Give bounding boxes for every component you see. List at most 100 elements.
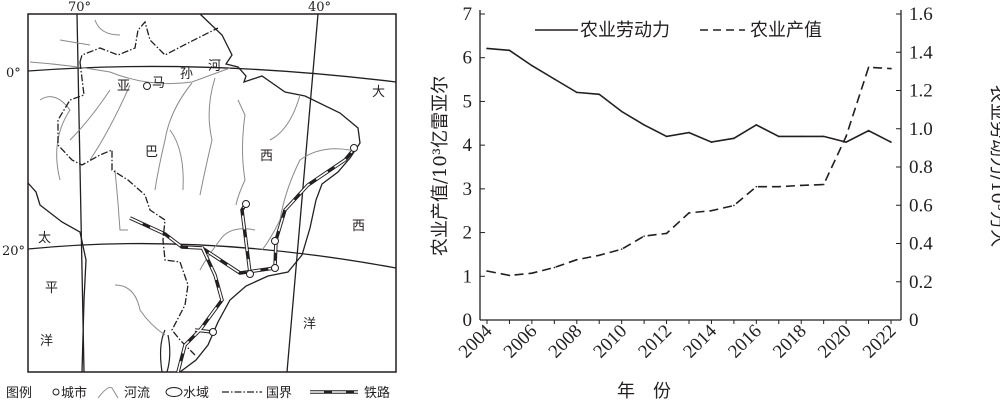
- data-point: [867, 66, 870, 69]
- y-tick-label-right: 0.2: [909, 272, 933, 293]
- legend-label-output: 农业产值: [750, 20, 822, 41]
- data-point: [890, 67, 892, 70]
- data-point: [890, 141, 892, 143]
- y-tick-label-left: 4: [463, 135, 473, 156]
- data-point: [643, 235, 645, 237]
- data-point: [486, 270, 488, 272]
- data-point: [620, 248, 623, 250]
- brazil-map: 70° 40° 0° 20° 亚 马 孙 河 巴 西 大 西 洋 太 平 洋 图…: [2, 0, 397, 401]
- x-tick-label: 2006: [500, 321, 542, 363]
- y-tick-label-left: 7: [463, 4, 473, 25]
- data-point: [508, 274, 511, 277]
- pacific-label-1: 太: [38, 231, 51, 246]
- y-tick-label-right: 1.4: [909, 42, 933, 63]
- y-tick-label-right: 1.6: [909, 4, 933, 25]
- parallel-20s: [27, 242, 397, 269]
- legend-border: 国界: [266, 386, 292, 401]
- lat-label-20: 20°: [2, 244, 25, 259]
- river-label-1: 亚: [117, 79, 130, 94]
- x-tick-label: 2010: [589, 321, 631, 363]
- y-tick-label-left: 1: [463, 266, 473, 287]
- legend-city: 城市: [61, 385, 87, 401]
- data-point: [620, 110, 623, 113]
- y-tick-label-right: 0: [909, 310, 919, 331]
- rivers: [29, 19, 351, 336]
- data-point: [531, 64, 533, 67]
- data-point: [777, 135, 780, 138]
- x-tick-label: 2016: [724, 321, 766, 363]
- river-label-4: 河: [208, 59, 221, 74]
- legend-water: 水域: [183, 386, 209, 401]
- data-point: [800, 184, 803, 187]
- river-label-2: 马: [152, 76, 165, 91]
- y-tick-label-right: 1.0: [909, 119, 933, 140]
- atlantic-label-1: 大: [372, 85, 385, 100]
- pacific-label-2: 平: [45, 281, 58, 296]
- data-point: [845, 135, 847, 138]
- data-point: [598, 254, 601, 257]
- data-point: [665, 135, 668, 138]
- data-point: [575, 258, 578, 261]
- inland-coast: [159, 329, 171, 373]
- data-point: [800, 135, 803, 138]
- data-point: [665, 232, 668, 235]
- map-legend: 图例 城市 河流 水域 国界 铁路: [6, 385, 390, 401]
- legend-river: 河流: [124, 386, 150, 401]
- x-tick-label: 2022: [859, 321, 901, 363]
- data-point: [598, 93, 601, 96]
- pacific-label-3: 洋: [40, 334, 53, 349]
- data-point: [531, 272, 533, 275]
- y-axis-title-left: 农业产值/10³亿雷亚尔: [430, 76, 451, 256]
- y-tick-label-left: 0: [463, 310, 473, 331]
- data-point: [643, 124, 645, 126]
- lat-label-0: 0°: [6, 66, 21, 81]
- x-tick-label: 2004: [455, 320, 497, 362]
- cities: [143, 82, 358, 336]
- x-tick-label: 2012: [634, 321, 676, 363]
- meridian-70: [76, 13, 85, 373]
- lon-label-70: 70°: [68, 0, 91, 15]
- map-frame: [27, 13, 397, 373]
- x-tick-label: 2018: [769, 321, 811, 363]
- country-label-2: 西: [260, 149, 273, 164]
- data-point: [710, 141, 713, 143]
- lon-label-40: 40°: [308, 0, 331, 15]
- coastline: [179, 13, 361, 373]
- x-axis-title: 年 份: [617, 381, 671, 402]
- series-line-labor: [486, 47, 892, 143]
- data-point: [486, 47, 488, 50]
- x-tick-label: 2008: [545, 321, 587, 363]
- y-tick-label-right: 0.4: [909, 234, 933, 255]
- data-point: [845, 141, 847, 143]
- country-label-1: 巴: [145, 145, 158, 160]
- railways: [129, 146, 357, 373]
- y-tick-label-left: 3: [463, 179, 473, 200]
- data-point: [710, 209, 713, 212]
- water-body-icon: [165, 387, 183, 397]
- chart-legend: 农业劳动力 农业产值: [535, 20, 822, 41]
- legend-title: 图例: [6, 386, 32, 401]
- data-point: [575, 91, 578, 94]
- data-point: [777, 185, 780, 188]
- data-point: [688, 212, 690, 214]
- data-point: [553, 266, 556, 269]
- y-tick-label-left: 5: [463, 91, 473, 112]
- west-coastline: [27, 182, 87, 373]
- legend-label-labor: 农业劳动力: [580, 20, 670, 41]
- x-tick-label: 2020: [814, 321, 856, 363]
- river-label-3: 孙: [180, 67, 193, 82]
- legend-railway: 铁路: [364, 385, 390, 401]
- data-point: [733, 204, 735, 207]
- data-point: [755, 185, 758, 188]
- y-tick-label-right: 1.2: [909, 81, 933, 102]
- equator: [27, 65, 397, 83]
- y-axis-title-right: 农业劳动力/10³万人: [987, 85, 1000, 247]
- city-circle-icon: [52, 388, 60, 396]
- y-tick-label-right: 0.6: [909, 195, 933, 216]
- data-point: [733, 137, 735, 140]
- river-line-icon: [97, 387, 119, 399]
- y-tick-label-right: 0.8: [909, 157, 933, 178]
- data-point: [867, 129, 870, 132]
- atlantic-label-3: 洋: [303, 317, 316, 332]
- data-point: [822, 135, 825, 138]
